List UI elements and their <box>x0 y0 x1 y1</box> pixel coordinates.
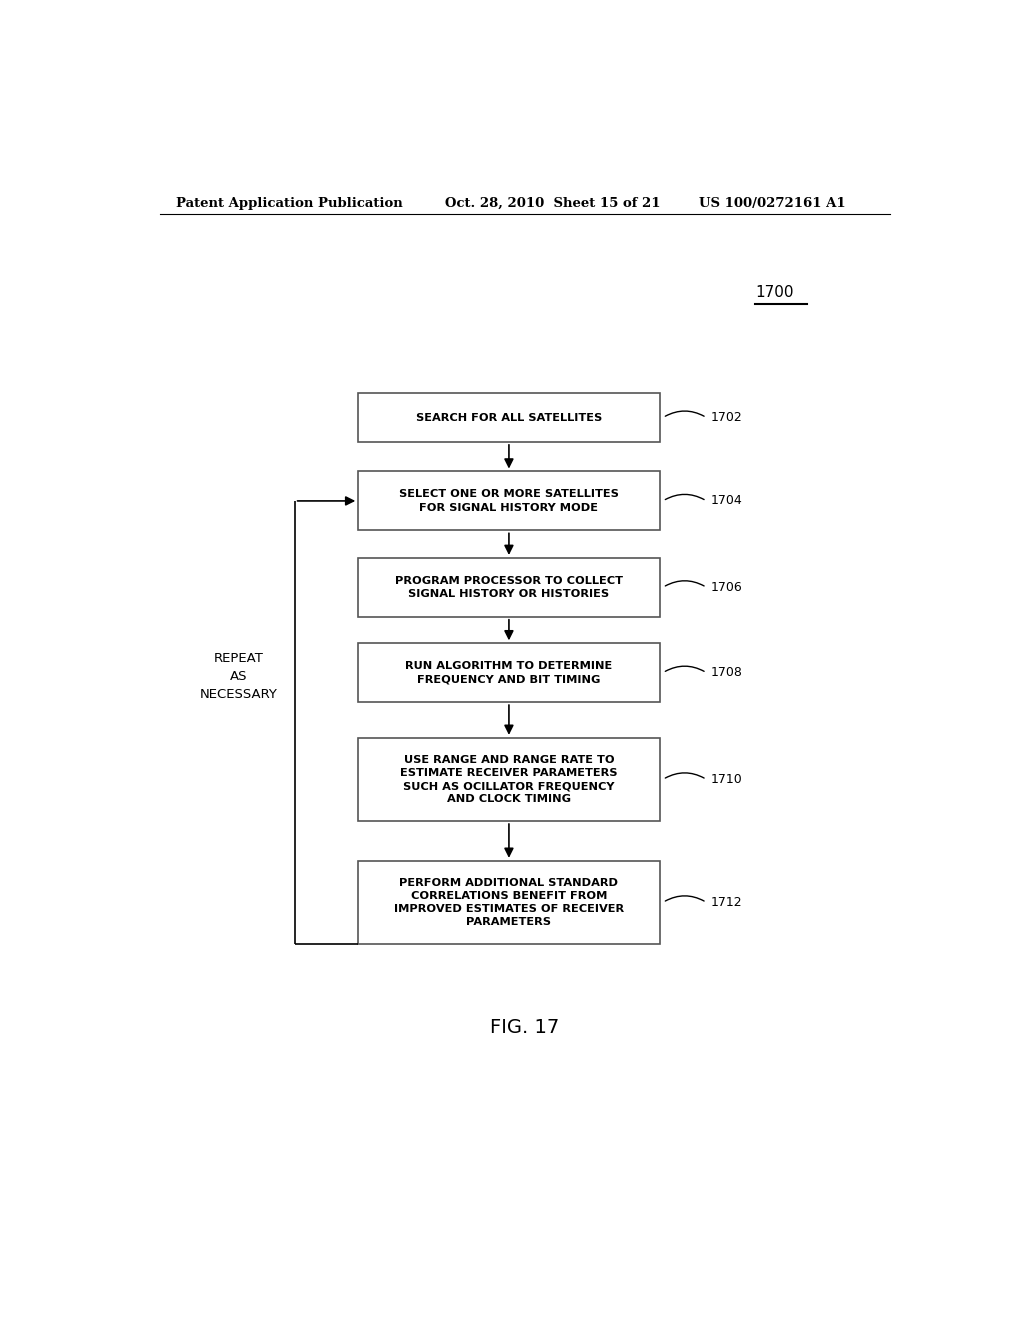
Bar <box>358 471 659 531</box>
Bar <box>358 558 659 616</box>
Bar <box>358 643 659 702</box>
Text: 1702: 1702 <box>711 411 742 424</box>
Text: 1712: 1712 <box>711 896 742 909</box>
Text: FIG. 17: FIG. 17 <box>490 1018 559 1038</box>
Text: 1706: 1706 <box>711 581 742 594</box>
Text: US 100/0272161 A1: US 100/0272161 A1 <box>699 197 846 210</box>
Text: SELECT ONE OR MORE SATELLITES
FOR SIGNAL HISTORY MODE: SELECT ONE OR MORE SATELLITES FOR SIGNAL… <box>399 490 618 512</box>
Text: REPEAT
AS
NECESSARY: REPEAT AS NECESSARY <box>200 652 279 701</box>
Bar <box>358 738 659 821</box>
Text: 1700: 1700 <box>755 285 794 301</box>
Text: USE RANGE AND RANGE RATE TO
ESTIMATE RECEIVER PARAMETERS
SUCH AS OCILLATOR FREQU: USE RANGE AND RANGE RATE TO ESTIMATE REC… <box>400 755 617 804</box>
Text: PERFORM ADDITIONAL STANDARD
CORRELATIONS BENEFIT FROM
IMPROVED ESTIMATES OF RECE: PERFORM ADDITIONAL STANDARD CORRELATIONS… <box>394 878 624 927</box>
Bar <box>358 861 659 944</box>
Text: SEARCH FOR ALL SATELLITES: SEARCH FOR ALL SATELLITES <box>416 413 602 422</box>
Bar <box>358 393 659 442</box>
Text: Patent Application Publication: Patent Application Publication <box>176 197 402 210</box>
Text: PROGRAM PROCESSOR TO COLLECT
SIGNAL HISTORY OR HISTORIES: PROGRAM PROCESSOR TO COLLECT SIGNAL HIST… <box>395 576 623 599</box>
Text: Oct. 28, 2010  Sheet 15 of 21: Oct. 28, 2010 Sheet 15 of 21 <box>445 197 660 210</box>
Text: RUN ALGORITHM TO DETERMINE
FREQUENCY AND BIT TIMING: RUN ALGORITHM TO DETERMINE FREQUENCY AND… <box>406 661 612 684</box>
Text: 1710: 1710 <box>711 774 742 785</box>
Text: 1704: 1704 <box>711 495 742 507</box>
Text: 1708: 1708 <box>711 667 742 680</box>
